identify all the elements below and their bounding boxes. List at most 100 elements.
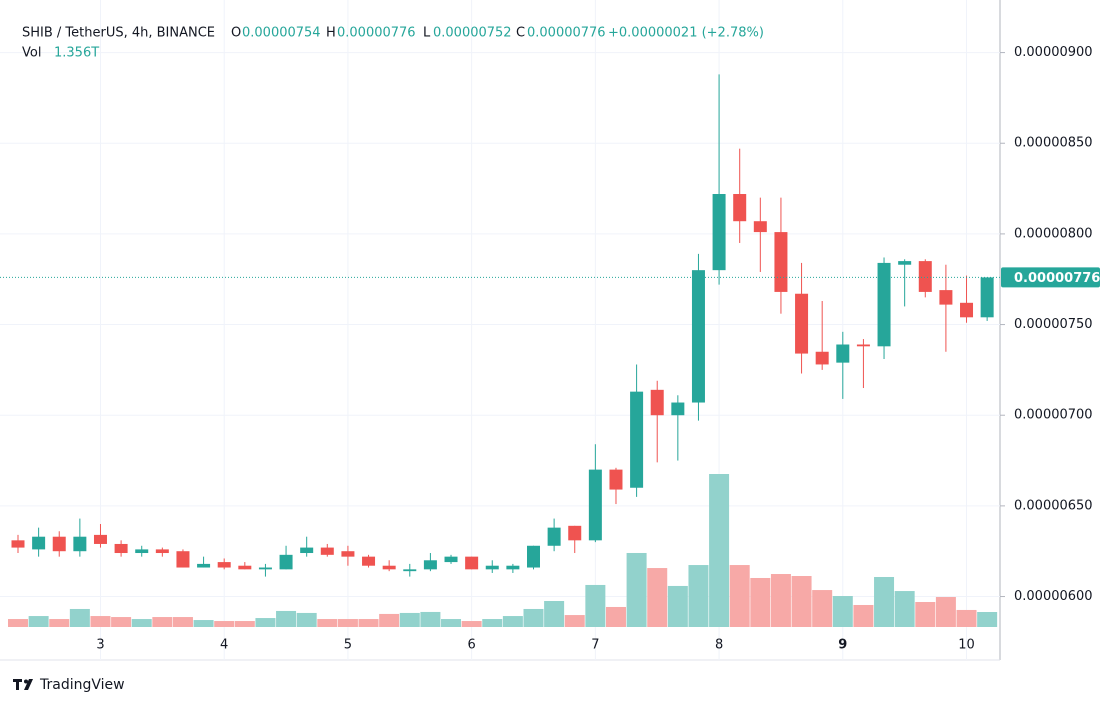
volume-bar bbox=[605, 606, 626, 627]
volume-bar bbox=[317, 619, 338, 627]
x-tick-label: 4 bbox=[220, 638, 228, 653]
y-tick-label: 0.00000750 bbox=[1014, 317, 1093, 332]
volume-bar bbox=[977, 611, 998, 627]
volume-bar bbox=[111, 617, 132, 627]
volume-bar bbox=[915, 601, 936, 627]
candle-body bbox=[238, 565, 252, 570]
volume-bar bbox=[564, 615, 585, 627]
volume-bar bbox=[544, 601, 565, 627]
symbol: SHIB / TetherUS, 4h, BINANCE bbox=[22, 26, 215, 41]
volume-bar bbox=[337, 619, 358, 627]
volume-bar bbox=[28, 616, 49, 627]
candle-body bbox=[444, 556, 458, 563]
volume-bar bbox=[812, 590, 833, 627]
candle-body bbox=[547, 527, 561, 546]
volume-bar bbox=[874, 576, 895, 627]
candle-body bbox=[939, 290, 953, 305]
close-value: 0.00000776 bbox=[527, 26, 606, 41]
x-tick-label: 7 bbox=[591, 638, 599, 653]
candle-body bbox=[423, 560, 437, 570]
volume-bar bbox=[853, 604, 874, 627]
candle-body bbox=[691, 270, 705, 403]
volume-bar bbox=[193, 620, 214, 627]
candle-body bbox=[753, 221, 767, 233]
brand: TradingView bbox=[39, 677, 125, 693]
x-tick-label: 8 bbox=[715, 638, 723, 653]
volume-bar bbox=[172, 617, 193, 627]
candle-body bbox=[197, 563, 211, 568]
volume-bar bbox=[255, 618, 276, 627]
y-tick-label: 0.00000850 bbox=[1014, 136, 1093, 151]
volume-bar bbox=[770, 574, 791, 627]
candle-body bbox=[568, 525, 582, 541]
last-price-label: 0.00000776 bbox=[1014, 271, 1100, 286]
volume-bar bbox=[131, 619, 152, 627]
volume-bar bbox=[667, 585, 688, 627]
volume-bar bbox=[90, 616, 111, 627]
y-tick-label: 0.00000900 bbox=[1014, 45, 1093, 60]
volume-bar bbox=[729, 565, 750, 627]
x-tick-label: 6 bbox=[467, 638, 475, 653]
x-tick-label: 3 bbox=[96, 638, 104, 653]
volume-bar bbox=[152, 617, 173, 627]
candle-body bbox=[155, 549, 169, 554]
candle-body bbox=[815, 351, 829, 365]
candle-body bbox=[320, 547, 334, 555]
y-tick-label: 0.00000600 bbox=[1014, 589, 1093, 604]
candle-body bbox=[588, 469, 602, 541]
volume-bar bbox=[482, 619, 503, 627]
volume-bar bbox=[647, 568, 668, 627]
volume-bar bbox=[69, 608, 90, 627]
volume-bar bbox=[791, 576, 812, 627]
candle-body bbox=[362, 556, 376, 566]
candle-body bbox=[382, 565, 396, 570]
volume-bar bbox=[832, 596, 853, 627]
candle-body bbox=[506, 565, 520, 570]
vol-value: 1.356T bbox=[54, 46, 99, 61]
candle-body bbox=[609, 469, 623, 490]
volume-bar bbox=[49, 619, 70, 627]
candle-body bbox=[73, 536, 87, 552]
candle-body bbox=[650, 389, 664, 416]
volume-bar bbox=[956, 609, 977, 627]
candle-body bbox=[11, 540, 25, 548]
candle-body bbox=[795, 293, 809, 354]
vol-key: Vol bbox=[22, 46, 41, 61]
candle-body bbox=[960, 302, 974, 318]
volume-bar bbox=[585, 584, 606, 627]
y-tick-label: 0.00000650 bbox=[1014, 498, 1093, 513]
change: +0.00000021 (+2.78%) bbox=[608, 26, 764, 41]
candle-body bbox=[856, 344, 870, 347]
volume-bar bbox=[502, 616, 523, 627]
y-tick-label: 0.00000700 bbox=[1014, 408, 1093, 423]
candle-body bbox=[258, 567, 272, 570]
candle-body bbox=[217, 562, 231, 568]
volume-bar bbox=[894, 591, 915, 627]
candle-body bbox=[733, 194, 747, 222]
candle-body bbox=[300, 547, 314, 554]
open-key: O bbox=[231, 26, 241, 41]
candle-body bbox=[898, 261, 912, 265]
volume-bar bbox=[379, 613, 400, 627]
candle-body bbox=[341, 551, 355, 557]
candle-body bbox=[279, 554, 293, 570]
candle-body bbox=[114, 543, 128, 554]
volume-bar bbox=[709, 474, 730, 627]
volume-bar bbox=[358, 619, 379, 627]
candle-body bbox=[630, 391, 644, 488]
volume-bar bbox=[296, 612, 317, 627]
volume-bar bbox=[234, 621, 255, 627]
volume-bar bbox=[420, 611, 441, 627]
x-tick-label: 10 bbox=[958, 638, 975, 653]
y-tick-label: 0.00000800 bbox=[1014, 226, 1093, 241]
candle-body bbox=[465, 556, 479, 570]
candle-body bbox=[671, 402, 685, 416]
volume-bar bbox=[399, 612, 420, 627]
close-key: C bbox=[516, 26, 525, 41]
candle-body bbox=[527, 545, 540, 568]
high-value: 0.00000776 bbox=[337, 26, 416, 41]
volume-bar bbox=[935, 597, 956, 627]
candle-body bbox=[403, 569, 417, 572]
volume-bar bbox=[523, 608, 544, 627]
candle-body bbox=[485, 565, 499, 570]
